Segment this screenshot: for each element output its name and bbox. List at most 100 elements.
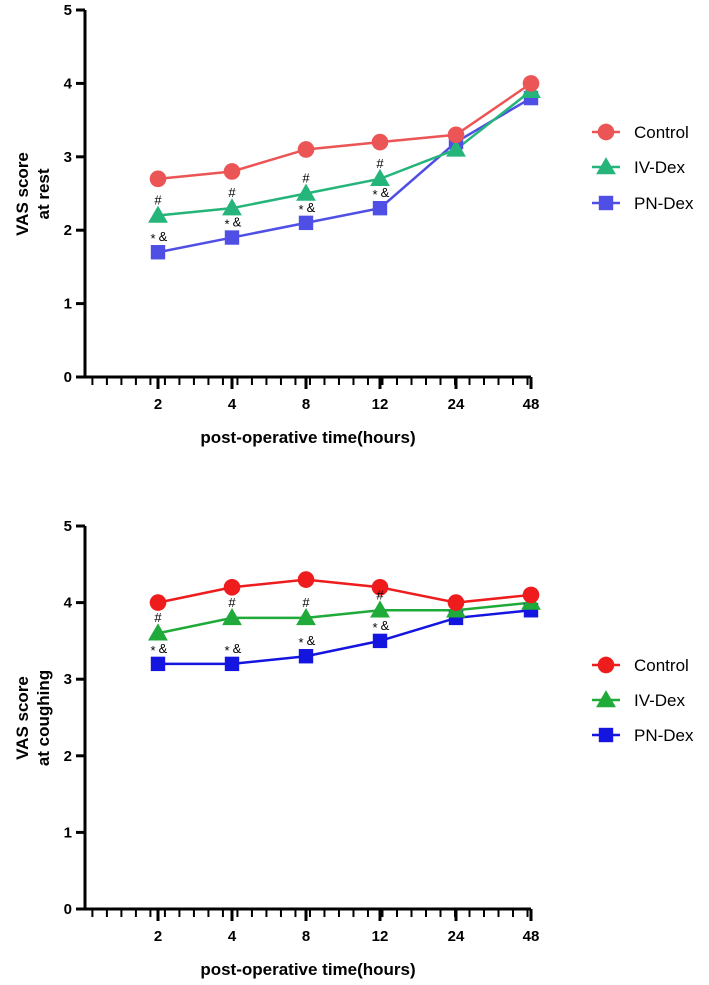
point-iv-dex <box>296 608 316 626</box>
point-control <box>149 594 167 611</box>
legend-label-iv-dex: IV-Dex <box>634 158 686 177</box>
legend-label-iv-dex: IV-Dex <box>634 691 686 710</box>
point-pn-dex <box>372 633 388 649</box>
annotation-star: * <box>372 620 377 635</box>
x-tick-label: 4 <box>228 396 237 413</box>
y-tick-label: 2 <box>64 222 72 239</box>
point-iv-dex <box>370 168 390 187</box>
annotation-star: * <box>298 202 303 217</box>
point-pn-dex <box>150 245 166 260</box>
series-line-pn-dex <box>158 609 532 666</box>
annotation-hash: # <box>154 610 162 625</box>
series-line-control <box>157 82 532 181</box>
x-tick-label: 12 <box>372 396 389 413</box>
annotation-star: * <box>224 643 229 658</box>
x-tick-label: 4 <box>228 928 237 945</box>
x-tick-label: 24 <box>448 396 465 413</box>
series-line-pn-dex <box>157 97 532 254</box>
y-tick-label: 1 <box>64 296 72 313</box>
point-iv-dex <box>370 600 390 618</box>
legend-marker-iv-dex <box>596 157 616 175</box>
annotation-hash: # <box>228 185 236 200</box>
point-pn-dex <box>150 656 166 672</box>
legend-marker-control <box>597 656 615 674</box>
y-tick-label: 0 <box>64 369 72 386</box>
annotation-star: * <box>224 217 229 232</box>
y-axis-title-line: at rest <box>34 168 53 219</box>
x-axis-title: post-operative time(hours) <box>200 960 415 979</box>
annotation-amp: & <box>307 633 316 648</box>
legend-marker-pn-dex <box>598 195 614 211</box>
x-tick-label: 8 <box>302 396 310 413</box>
point-control <box>371 133 389 151</box>
point-control <box>371 578 389 596</box>
legend-marker-control <box>597 123 615 141</box>
series-line-iv-dex <box>157 89 532 217</box>
annotation-amp: & <box>381 185 390 200</box>
point-control <box>223 578 241 596</box>
point-iv-dex <box>148 623 168 641</box>
legend-label-control: Control <box>634 656 689 675</box>
legend-label-pn-dex: PN-Dex <box>634 194 694 213</box>
point-pn-dex <box>298 215 314 231</box>
x-tick-label: 48 <box>523 396 540 413</box>
x-tick-label: 12 <box>372 928 389 945</box>
point-control <box>297 141 315 158</box>
point-pn-dex <box>372 200 388 216</box>
x-tick-label: 24 <box>448 928 465 945</box>
x-tick-label: 2 <box>154 928 162 945</box>
annotation-amp: & <box>381 618 390 633</box>
legend-marker-iv-dex <box>596 690 616 708</box>
point-control <box>522 75 540 92</box>
point-iv-dex <box>296 183 316 201</box>
annotation-hash: # <box>302 171 310 186</box>
y-tick-label: 3 <box>64 149 72 166</box>
point-control <box>149 170 167 188</box>
annotation-amp: & <box>233 215 242 230</box>
legend-marker-pn-dex <box>598 727 614 743</box>
annotation-star: * <box>372 187 377 202</box>
annotation-amp: & <box>159 641 168 656</box>
annotation-hash: # <box>376 156 384 171</box>
annotation-amp: & <box>159 229 168 244</box>
annotation-amp: & <box>233 641 242 656</box>
point-iv-dex <box>222 198 242 216</box>
point-control <box>223 163 241 180</box>
y-axis-title: VAS score at rest <box>13 152 53 236</box>
point-control <box>447 126 465 144</box>
x-axis-title: post-operative time(hours) <box>200 428 415 447</box>
y-tick-label: 2 <box>64 748 72 765</box>
point-control <box>447 594 465 611</box>
y-tick-label: 4 <box>64 595 73 612</box>
series-line-iv-dex <box>157 601 532 635</box>
annotation-hash: # <box>228 595 236 610</box>
point-pn-dex <box>224 656 240 672</box>
point-control <box>522 586 540 604</box>
legend-label-control: Control <box>634 123 689 142</box>
y-axis-title-line: VAS score <box>13 152 32 236</box>
y-axis-title-line: VAS score <box>13 676 32 760</box>
x-tick-label: 8 <box>302 928 310 945</box>
y-axis-title-line: at coughing <box>34 670 53 766</box>
point-iv-dex <box>222 608 242 626</box>
y-tick-label: 3 <box>64 671 72 688</box>
point-pn-dex <box>224 230 240 245</box>
point-iv-dex <box>446 139 466 157</box>
point-control <box>297 571 315 588</box>
annotation-amp: & <box>307 200 316 215</box>
y-axis-title: VAS score at coughing <box>13 670 53 766</box>
x-tick-label: 2 <box>154 396 162 413</box>
annotation-hash: # <box>302 595 310 610</box>
annotation-hash: # <box>154 193 162 208</box>
point-pn-dex <box>298 649 314 664</box>
y-tick-label: 5 <box>64 518 72 535</box>
y-tick-label: 5 <box>64 2 72 19</box>
annotation-star: * <box>150 643 155 658</box>
series-line-control <box>157 578 532 604</box>
annotation-star: * <box>150 231 155 246</box>
annotation-hash: # <box>376 587 384 602</box>
annotation-star: * <box>298 635 303 650</box>
